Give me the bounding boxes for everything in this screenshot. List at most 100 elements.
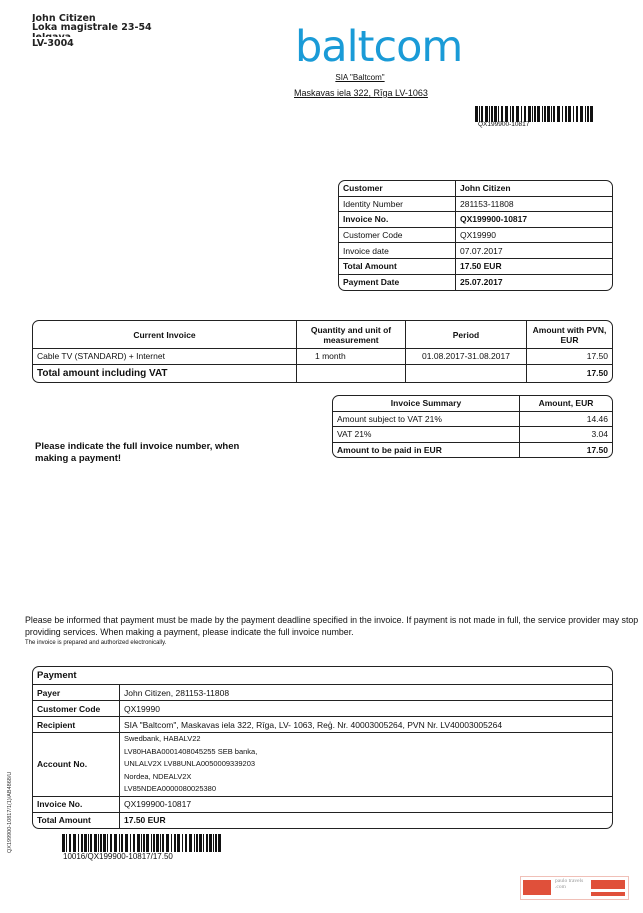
barcode-bar — [114, 834, 117, 852]
barcode-bar — [182, 834, 183, 852]
payment-value: QX199900-10817 — [120, 797, 612, 813]
field-value: 281153-11808 — [456, 197, 612, 213]
barcode-bar — [137, 834, 140, 852]
barcode-bar — [590, 106, 593, 122]
barcode-bar — [528, 106, 531, 122]
barcode-bar — [489, 106, 490, 122]
barcode-bar — [580, 106, 583, 122]
period: 01.08.2017-31.08.2017 — [406, 349, 527, 365]
barcode-bar — [218, 834, 221, 852]
barcode-bar — [94, 834, 97, 852]
summary-label: VAT 21% — [333, 427, 520, 443]
barcode-bar — [501, 106, 503, 122]
company-name: SIA "Baltcom" — [335, 73, 385, 82]
field-value: John Citizen — [456, 181, 612, 197]
field-value: 25.07.2017 — [460, 277, 503, 288]
baltcom-logo: baltcom — [295, 22, 463, 72]
barcode-bar — [576, 106, 578, 122]
barcode-bar — [568, 106, 571, 122]
barcode-text: 10016/QX199900-10817/17.50 — [63, 852, 173, 861]
barcode-bar — [100, 834, 102, 852]
barcode-bar — [532, 106, 533, 122]
barcode-bar — [213, 834, 214, 852]
table-row: Recipient SIA "Baltcom", Maskavas iela 32… — [33, 717, 612, 733]
barcode-bar — [199, 834, 202, 852]
barcode-bar — [505, 106, 508, 122]
barcode-bar — [491, 106, 493, 122]
company-address: Maskavas iela 322, Rīga LV-1063 — [294, 88, 428, 98]
table-row: Account No. Swedbank, HABALV22 LV80HABA00… — [33, 733, 612, 797]
electronic-note: The invoice is prepared and authorized e… — [25, 640, 167, 646]
barcode-bar — [162, 834, 164, 852]
barcode-bar — [130, 834, 131, 852]
summary-label: Amount subject to VAT 21% — [333, 411, 520, 427]
table-row: Total Amount 17.50 EUR — [33, 812, 612, 828]
barcode-bar — [524, 106, 526, 122]
barcode-bar — [177, 834, 180, 852]
field-value: 07.07.2017 — [456, 243, 612, 259]
summary-value: 14.46 — [520, 412, 612, 427]
barcode-bar — [537, 106, 540, 122]
amount: 17.50 — [527, 349, 612, 365]
table-row: VAT 21% 3.04 — [333, 427, 612, 443]
barcode-bar — [146, 834, 149, 852]
watermark-logo: paulo travels .com — [520, 876, 629, 900]
invoice-barcode — [475, 106, 595, 122]
summary-total-value: 17.50 — [586, 444, 608, 455]
barcode-bar — [151, 834, 152, 852]
barcode-bar — [206, 834, 208, 852]
table-row: Customer Code QX19990 — [33, 701, 612, 717]
barcode-bar — [553, 106, 555, 122]
payment-note: Please indicate the full invoice number,… — [35, 441, 240, 464]
field-label: Invoice date — [339, 243, 456, 259]
col-header: Invoice Summary — [333, 396, 520, 412]
barcode-bar — [534, 106, 536, 122]
barcode-bar — [141, 834, 142, 852]
barcode-bar — [189, 834, 192, 852]
barcode-bar — [125, 834, 128, 852]
payment-value: SIA "Baltcom", Maskavas iela 322, Rīga, … — [120, 717, 612, 733]
barcode-bar — [171, 834, 172, 852]
barcode-bar — [573, 106, 574, 122]
barcode-bar — [69, 834, 71, 852]
table-row: Cable TV (STANDARD) + Internet 1 month 0… — [33, 349, 612, 365]
table-row: Invoice No. QX199900-10817 — [339, 212, 612, 228]
barcode-bar — [587, 106, 589, 122]
barcode-bar — [143, 834, 145, 852]
info-paragraph: Please be informed that payment must be … — [25, 615, 639, 637]
barcode-bar — [98, 834, 99, 852]
quantity: 1 month — [297, 349, 406, 365]
field-label: Total Amount — [339, 258, 456, 275]
barcode-bar — [78, 834, 79, 852]
table-row: Customer John Citizen — [339, 181, 612, 197]
side-reference-code: QX199900-10817/1(1)/AB4868/U — [7, 771, 13, 853]
barcode-bar — [585, 106, 586, 122]
barcode-bar — [133, 834, 135, 852]
address-line: Jelgava — [32, 33, 71, 37]
address-line: John Citizen — [32, 14, 96, 22]
watermark-text: paulo travels .com — [555, 878, 584, 890]
barcode-bar — [156, 834, 159, 852]
total-value: 17.50 — [586, 368, 608, 378]
payment-value: Swedbank, HABALV22 LV80HABA0001408045255… — [120, 733, 612, 797]
barcode-bar — [196, 834, 198, 852]
barcode-bar — [174, 834, 176, 852]
customer-info-table: Customer John Citizen Identity Number 28115… — [338, 180, 613, 292]
table-row: Identity Number 281153-11808 — [339, 196, 612, 213]
barcode-bar — [73, 834, 76, 852]
barcode-bar — [203, 834, 204, 852]
barcode-bar — [194, 834, 195, 852]
table-row: Total Amount 17.50 EUR — [339, 258, 612, 275]
barcode-bar — [107, 834, 108, 852]
table-row: Customer Code QX19990 — [339, 227, 612, 244]
service-name: Cable TV (STANDARD) + Internet — [33, 349, 297, 365]
barcode-bar — [562, 106, 563, 122]
barcode-bar — [475, 106, 478, 122]
payment-label: Account No. — [33, 733, 120, 797]
table-row: Payment Date 25.07.2017 — [339, 274, 612, 291]
barcode-bar — [66, 834, 67, 852]
total-label: Total amount including VAT — [33, 364, 297, 382]
payment-table: Payment Payer John Citizen, 281153-11808 Cu… — [32, 666, 613, 829]
summary-total-label: Amount to be paid in EUR — [333, 442, 520, 457]
barcode-bar — [160, 834, 161, 852]
